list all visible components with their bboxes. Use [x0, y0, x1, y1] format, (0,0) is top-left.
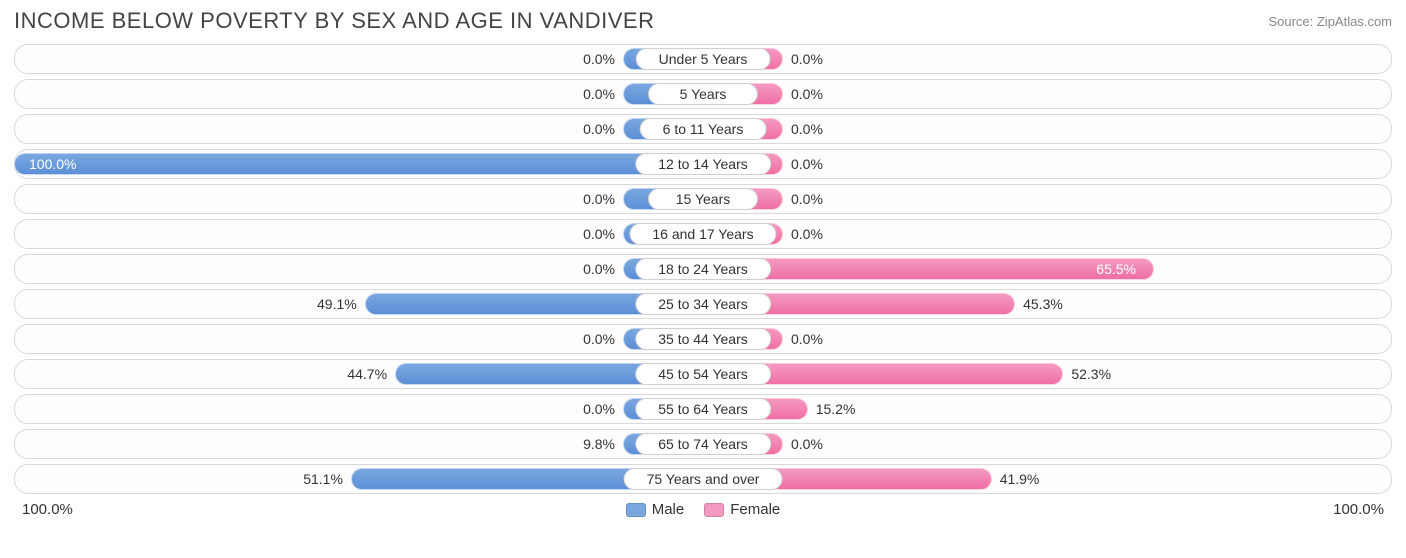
axis-left-label: 100.0% [22, 501, 73, 518]
female-value-label: 0.0% [791, 156, 823, 172]
female-value-label: 0.0% [791, 436, 823, 452]
female-value-label: 0.0% [791, 191, 823, 207]
chart-footer: 100.0% Male Female 100.0% [0, 499, 1406, 518]
chart-row: 45 to 54 Years 44.7% 52.3% [14, 359, 1392, 389]
row-category-label: 5 Years [648, 83, 758, 105]
chart-row: Under 5 Years 0.0% 0.0% [14, 44, 1392, 74]
chart-row: 16 and 17 Years 0.0% 0.0% [14, 219, 1392, 249]
legend-item-male: Male [626, 501, 685, 518]
male-value-label: 0.0% [583, 401, 615, 417]
row-category-label: 15 Years [648, 188, 758, 210]
male-value-label: 0.0% [583, 51, 615, 67]
row-category-label: 6 to 11 Years [640, 118, 767, 140]
row-category-label: Under 5 Years [636, 48, 771, 70]
female-value-label: 0.0% [791, 51, 823, 67]
female-value-label: 45.3% [1023, 296, 1063, 312]
female-value-label: 65.5% [1096, 261, 1136, 277]
male-value-label: 0.0% [583, 261, 615, 277]
male-value-label: 49.1% [317, 296, 357, 312]
axis-right-label: 100.0% [1333, 501, 1384, 518]
male-value-label: 44.7% [347, 366, 387, 382]
male-value-label: 0.0% [583, 191, 615, 207]
chart-row: 65 to 74 Years 9.8% 0.0% [14, 429, 1392, 459]
legend-item-female: Female [704, 501, 780, 518]
chart-row: 6 to 11 Years 0.0% 0.0% [14, 114, 1392, 144]
chart-row: 18 to 24 Years 0.0% 65.5% [14, 254, 1392, 284]
legend-label-male: Male [652, 501, 685, 518]
row-category-label: 12 to 14 Years [635, 153, 771, 175]
female-value-label: 0.0% [791, 86, 823, 102]
female-value-label: 15.2% [816, 401, 856, 417]
row-category-label: 65 to 74 Years [635, 433, 771, 455]
male-value-label: 0.0% [583, 86, 615, 102]
chart-row: 55 to 64 Years 0.0% 15.2% [14, 394, 1392, 424]
male-value-label: 9.8% [583, 436, 615, 452]
row-category-label: 25 to 34 Years [635, 293, 771, 315]
chart-row: 75 Years and over 51.1% 41.9% [14, 464, 1392, 494]
male-value-label: 0.0% [583, 226, 615, 242]
legend-swatch-male [626, 503, 646, 517]
male-value-label: 0.0% [583, 331, 615, 347]
row-category-label: 45 to 54 Years [635, 363, 771, 385]
row-category-label: 16 and 17 Years [629, 223, 776, 245]
male-value-label: 0.0% [583, 121, 615, 137]
male-value-label: 51.1% [303, 471, 343, 487]
legend-label-female: Female [730, 501, 780, 518]
female-value-label: 0.0% [791, 331, 823, 347]
chart-title: INCOME BELOW POVERTY BY SEX AND AGE IN V… [14, 8, 655, 34]
legend-swatch-female [704, 503, 724, 517]
chart-row: 15 Years 0.0% 0.0% [14, 184, 1392, 214]
female-value-label: 0.0% [791, 226, 823, 242]
chart-source: Source: ZipAtlas.com [1268, 14, 1392, 29]
chart-area: Under 5 Years0.0%0.0%5 Years0.0%0.0%6 to… [0, 38, 1406, 494]
chart-header: INCOME BELOW POVERTY BY SEX AND AGE IN V… [0, 0, 1406, 38]
row-category-label: 75 Years and over [624, 468, 783, 490]
chart-row: 5 Years 0.0% 0.0% [14, 79, 1392, 109]
row-category-label: 18 to 24 Years [635, 258, 771, 280]
female-value-label: 41.9% [1000, 471, 1040, 487]
chart-row: 25 to 34 Years 49.1% 45.3% [14, 289, 1392, 319]
male-bar [14, 153, 703, 175]
row-category-label: 35 to 44 Years [635, 328, 771, 350]
female-value-label: 0.0% [791, 121, 823, 137]
row-category-label: 55 to 64 Years [635, 398, 771, 420]
female-value-label: 52.3% [1071, 366, 1111, 382]
chart-row: 12 to 14 Years 100.0% 0.0% [14, 149, 1392, 179]
chart-row: 35 to 44 Years 0.0% 0.0% [14, 324, 1392, 354]
legend: Male Female [626, 501, 781, 518]
male-value-label: 100.0% [29, 156, 76, 172]
